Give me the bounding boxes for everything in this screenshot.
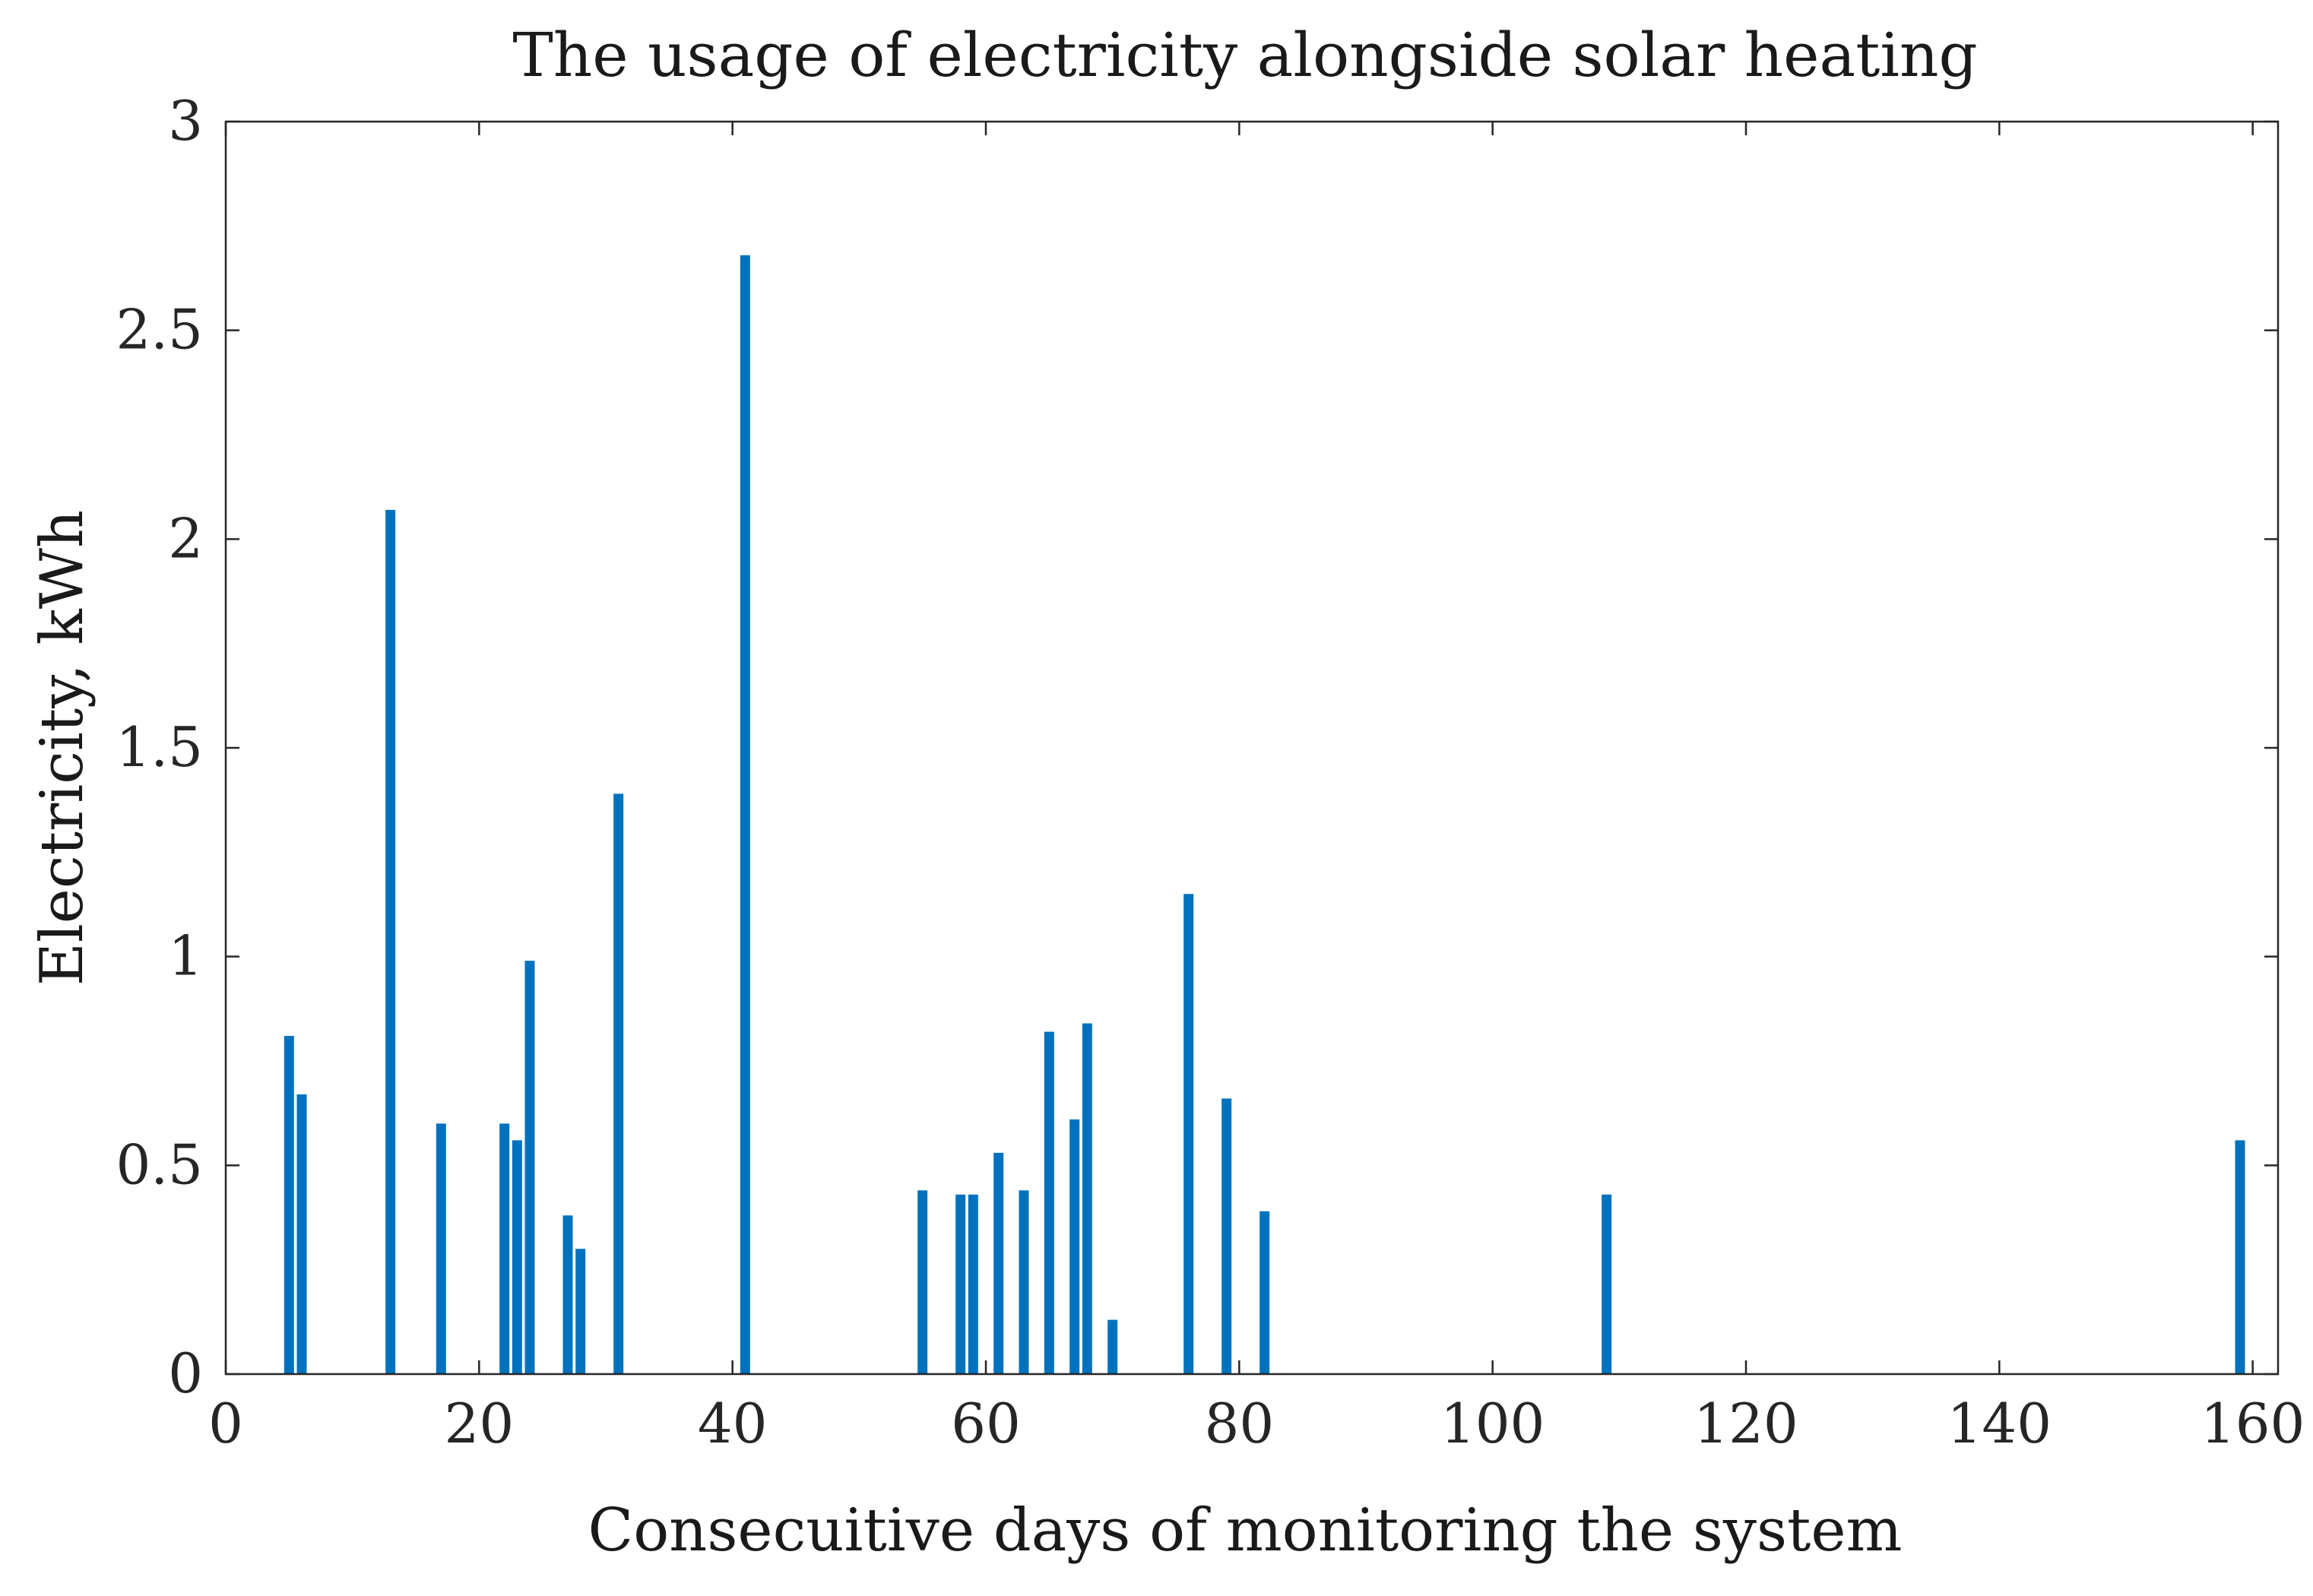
y-tick-label: 3 <box>168 89 203 153</box>
bar-day-70 <box>1107 1319 1118 1374</box>
y-tick-label: 1 <box>168 924 203 988</box>
bar-day-55 <box>917 1190 928 1374</box>
bar-day-13 <box>385 509 396 1374</box>
x-tick-label: 80 <box>1205 1392 1275 1455</box>
y-tick-label: 2 <box>168 506 203 570</box>
bar-day-76 <box>1183 894 1194 1374</box>
y-tick-label: 0.5 <box>116 1132 203 1196</box>
y-tick-label: 2.5 <box>116 298 203 362</box>
x-tick-label: 160 <box>2201 1392 2305 1455</box>
chart-title: The usage of electricity alongside solar… <box>512 20 1977 90</box>
x-tick-label: 140 <box>1947 1392 2052 1455</box>
bar-day-79 <box>1221 1098 1232 1374</box>
y-axis: 0 0.5 1 1.5 2 2.5 3 <box>116 89 2278 1405</box>
bar-day-28 <box>575 1249 586 1374</box>
y-tick-label: 0 <box>168 1341 203 1405</box>
bar-day-159 <box>2235 1140 2245 1374</box>
x-tick-label: 100 <box>1440 1392 1545 1455</box>
bars-group <box>284 255 2245 1374</box>
y-tick-label: 1.5 <box>116 715 203 779</box>
bar-day-68 <box>1082 1023 1092 1374</box>
bar-day-82 <box>1259 1211 1270 1374</box>
bar-day-22 <box>499 1123 510 1374</box>
bar-day-109 <box>1602 1194 1612 1374</box>
x-tick-label: 40 <box>698 1392 768 1455</box>
bar-day-31 <box>613 793 624 1374</box>
bar-day-27 <box>562 1215 573 1374</box>
bar-day-24 <box>524 961 535 1374</box>
bar-day-41 <box>740 255 750 1374</box>
x-axis-title: Consecuitive days of monitoring the syst… <box>588 1496 1903 1565</box>
y-axis-title: Electricity, kWh <box>28 510 97 986</box>
x-tick-label: 60 <box>951 1392 1021 1455</box>
x-tick-label: 0 <box>208 1392 243 1455</box>
bar-day-5 <box>284 1036 294 1374</box>
bar-day-59 <box>968 1194 978 1374</box>
bar-day-17 <box>436 1123 446 1374</box>
bar-day-61 <box>993 1152 1004 1374</box>
bar-day-63 <box>1019 1190 1029 1374</box>
bar-day-65 <box>1044 1031 1054 1374</box>
x-tick-label: 20 <box>445 1392 515 1455</box>
x-axis: 0 20 40 60 80 100 120 140 160 <box>208 122 2305 1455</box>
bar-day-6 <box>296 1094 307 1374</box>
bar-day-23 <box>512 1140 522 1374</box>
bar-day-67 <box>1069 1119 1080 1374</box>
x-tick-label: 120 <box>1694 1392 1798 1455</box>
bar-day-58 <box>955 1194 966 1374</box>
